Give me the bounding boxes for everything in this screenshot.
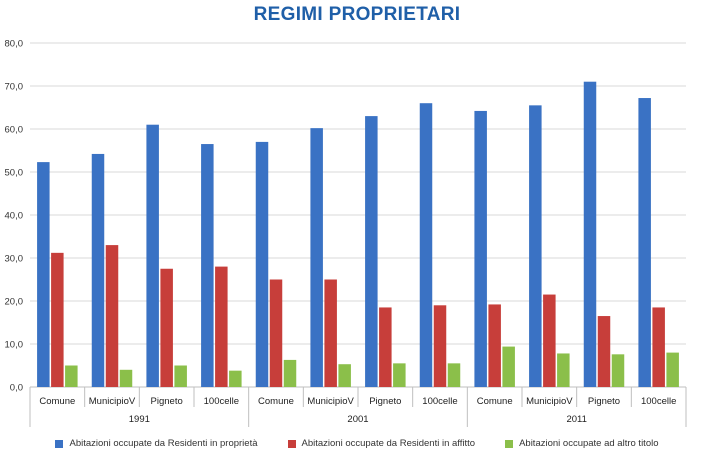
bar	[666, 352, 679, 387]
y-tick-label: 50,0	[5, 168, 24, 179]
legend-swatch	[287, 439, 296, 448]
bar	[543, 294, 556, 387]
bar	[283, 359, 297, 387]
bar	[65, 365, 78, 387]
bar	[229, 370, 242, 387]
x-axis: Comune MunicipioV Pigneto 100celle Comune Mun…	[29, 387, 687, 427]
bar	[338, 364, 351, 387]
category-label: Comune	[258, 396, 294, 407]
category-label: Comune	[477, 396, 513, 407]
legend-label: Abitazioni occupate da Residenti in affi…	[301, 438, 476, 449]
category-label: Pigneto	[369, 396, 401, 407]
legend-label: Abitazioni occupate ad altro titolo	[519, 438, 659, 449]
group-label: 2011	[566, 414, 586, 425]
bar	[269, 279, 283, 387]
bar	[215, 266, 228, 387]
bar	[310, 128, 323, 387]
category-label: 100celle	[422, 396, 457, 407]
legend-swatch	[505, 439, 514, 448]
bar	[365, 116, 378, 387]
y-tick-label: 70,0	[5, 82, 24, 93]
bar	[433, 305, 447, 387]
bar	[324, 279, 337, 387]
bar	[146, 124, 159, 387]
bar	[119, 369, 133, 387]
y-tick-label: 0,0	[10, 383, 23, 394]
bar	[474, 110, 487, 387]
category-label: 100celle	[641, 396, 676, 407]
bar	[379, 307, 392, 387]
y-tick-label: 10,0	[5, 340, 24, 351]
bar	[502, 346, 515, 387]
y-tick-label: 30,0	[5, 254, 24, 265]
bar	[611, 354, 625, 387]
category-label: MunicipioV	[526, 396, 573, 407]
bar	[51, 252, 64, 387]
legend-item-affitto: Abitazioni occupate da Residenti in affi…	[287, 438, 476, 449]
legend-item-proprieta: Abitazioni occupate da Residenti in prop…	[55, 438, 258, 449]
bar	[447, 363, 461, 387]
y-tick-label: 40,0	[5, 211, 24, 222]
bar	[255, 141, 269, 387]
legend-label: Abitazioni occupate da Residenti in prop…	[69, 438, 258, 449]
category-label: Pigneto	[588, 396, 620, 407]
bar	[393, 363, 406, 387]
bar	[557, 353, 570, 387]
category-label: MunicipioV	[89, 396, 136, 407]
legend: Abitazioni occupate da Residenti in prop…	[0, 438, 714, 449]
bars	[37, 81, 679, 387]
bar	[529, 105, 542, 387]
y-axis: 0,0 10,0 20,0 30,0 40,0 50,0 60,0 70,0 80,0	[5, 39, 24, 394]
bar	[37, 162, 50, 387]
bar	[652, 307, 665, 387]
bar	[419, 103, 433, 387]
bar	[488, 304, 501, 387]
bar	[174, 365, 187, 387]
group-label: 1991	[129, 414, 150, 425]
category-label: Comune	[39, 396, 75, 407]
bar	[597, 316, 611, 387]
bar-chart: 0,0 10,0 20,0 30,0 40,0 50,0 60,0 70,0 80,0 Comu…	[5, 39, 687, 427]
y-tick-label: 80,0	[5, 39, 24, 50]
bar	[160, 268, 173, 387]
y-tick-label: 60,0	[5, 125, 24, 136]
legend-swatch	[55, 439, 64, 448]
category-label: MunicipioV	[307, 396, 354, 407]
legend-item-altro-titolo: Abitazioni occupate ad altro titolo	[505, 438, 659, 449]
chart-title: REGIMI PROPRIETARI	[253, 4, 461, 25]
bar	[638, 98, 651, 387]
bar	[583, 81, 597, 387]
category-label: Pigneto	[151, 396, 183, 407]
bar	[91, 153, 105, 387]
group-label: 2001	[347, 414, 368, 425]
bar	[201, 144, 214, 387]
bar	[105, 245, 119, 387]
y-tick-label: 20,0	[5, 297, 24, 308]
category-label: 100celle	[204, 396, 239, 407]
